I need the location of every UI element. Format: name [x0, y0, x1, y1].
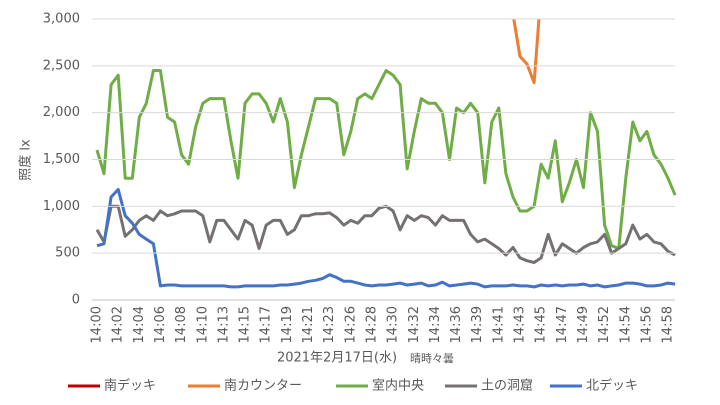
x-tick-label: 14:58	[661, 306, 676, 343]
x-tick-label: 14:26	[343, 306, 358, 343]
x-tick-label: 14:19	[280, 306, 295, 343]
y-tick-label: 2,500	[43, 58, 80, 73]
x-tick-label: 14:15	[238, 306, 253, 343]
y-tick-label: 1,500	[43, 152, 80, 167]
x-tick-label: 14:56	[639, 306, 654, 343]
legend-label: 土の洞窟	[481, 378, 533, 394]
x-tick-label: 14:06	[153, 306, 168, 343]
y-axis-label: 照度 lx	[18, 139, 34, 181]
series-line	[95, 69, 677, 250]
legend-label: 南デッキ	[104, 378, 156, 394]
y-tick-label: 2,000	[43, 105, 80, 120]
x-tick-label: 14:52	[597, 306, 612, 343]
y-tick-label: 0	[72, 293, 80, 308]
x-tick-label: 14:45	[534, 306, 549, 343]
x-tick-label: 14:13	[216, 306, 231, 343]
legend-label: 室内中央	[372, 378, 424, 394]
x-tick-label: 14:36	[449, 306, 464, 343]
x-tick-label: 14:47	[555, 306, 570, 343]
legend-label: 南カウンター	[224, 378, 302, 394]
x-axis-label: 2021年2月17日(水)	[277, 351, 397, 366]
y-tick-label: 3,000	[43, 12, 80, 27]
x-tick-label: 14:02	[111, 306, 126, 343]
x-tick-label: 14:23	[322, 306, 337, 343]
x-tick-label: 14:30	[386, 306, 401, 343]
x-tick-label: 14:00	[90, 306, 105, 343]
x-tick-label: 14:34	[428, 306, 443, 343]
x-tick-label: 14:49	[576, 306, 591, 343]
series-line	[96, 188, 676, 289]
series-line	[95, 204, 676, 264]
x-tick-label: 14:10	[195, 306, 210, 343]
x-tick-label: 14:28	[364, 306, 379, 343]
y-tick-label: 1,000	[43, 199, 80, 214]
x-tick-label: 14:43	[513, 306, 528, 343]
x-tick-label: 14:17	[259, 306, 274, 343]
legend-label: 北デッキ	[586, 378, 638, 394]
x-tick-label: 14:32	[407, 306, 422, 343]
series-line	[512, 19, 541, 85]
x-tick-label: 14:21	[301, 306, 316, 343]
x-tick-label: 14:39	[470, 306, 485, 343]
x-tick-label: 14:54	[618, 306, 633, 343]
x-tick-label: 14:08	[174, 306, 189, 343]
x-tick-label: 14:04	[132, 306, 147, 343]
y-tick-label: 500	[55, 246, 80, 261]
x-axis-note: 晴時々曇	[410, 352, 454, 365]
x-tick-label: 14:41	[491, 306, 506, 343]
